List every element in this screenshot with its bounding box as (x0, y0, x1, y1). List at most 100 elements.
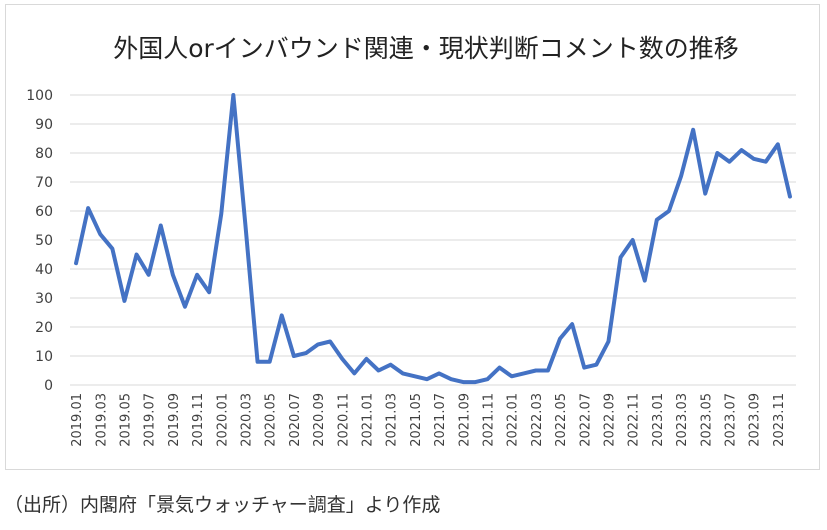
x-tick-label: 2021.11 (481, 393, 496, 447)
y-tick-label: 70 (35, 175, 53, 191)
x-tick-label: 2021.05 (409, 393, 424, 447)
y-tick-label: 10 (35, 349, 53, 365)
data-point (135, 253, 139, 256)
y-tick-label: 90 (35, 117, 53, 133)
data-point (679, 174, 683, 178)
data-point (159, 224, 163, 227)
data-point (316, 342, 320, 346)
y-tick-label: 100 (26, 88, 53, 104)
data-point (498, 366, 502, 370)
x-tick-label: 2020.01 (215, 393, 230, 447)
data-point (183, 305, 187, 309)
y-tick-label: 60 (35, 204, 53, 220)
data-point (377, 369, 381, 372)
data-point (534, 369, 538, 372)
y-axis-tick-labels: 0 10 20 30 40 50 60 70 80 90 100 (26, 88, 53, 394)
data-point (389, 363, 393, 367)
line-chart: 外国人orインバウンド関連・現状判断コメント数の推移 0 10 20 30 40 50 60… (26, 34, 796, 447)
x-tick-label: 2021.09 (457, 393, 472, 447)
data-point (171, 273, 175, 277)
data-point (667, 209, 671, 213)
data-point (655, 218, 659, 222)
x-tick-label: 2022.03 (530, 393, 545, 447)
x-tick-label: 2021.01 (360, 393, 375, 447)
data-point (401, 371, 405, 375)
data-point (715, 151, 719, 155)
x-tick-label: 2022.05 (554, 393, 569, 447)
y-tick-label: 50 (35, 233, 53, 249)
x-tick-label: 2022.09 (602, 393, 617, 447)
data-point (606, 340, 610, 343)
data-point (449, 377, 453, 381)
data-point (546, 369, 550, 372)
x-tick-label: 2019.11 (191, 393, 206, 447)
data-point (461, 380, 465, 384)
data-point (691, 128, 695, 132)
data-point (86, 206, 90, 210)
data-point (292, 354, 296, 358)
data-point (147, 273, 151, 277)
data-point (752, 157, 756, 161)
x-axis-tick-labels: 2019.01 2019.03 2019.05 2019.07 2019.09 2019.… (70, 393, 787, 447)
x-tick-label: 2021.03 (385, 393, 400, 447)
data-point (364, 357, 368, 361)
data-point (570, 322, 574, 326)
data-point (110, 247, 114, 251)
chart-title: 外国人orインバウンド関連・現状判断コメント数の推移 (113, 34, 739, 63)
x-tick-label: 2023.09 (748, 393, 763, 447)
data-point (98, 232, 102, 236)
data-point (207, 290, 211, 294)
x-tick-label: 2023.11 (772, 393, 787, 447)
chart-frame: 外国人orインバウンド関連・現状判断コメント数の推移 0 10 20 30 40 50 60… (5, 4, 820, 470)
y-tick-label: 30 (35, 291, 53, 307)
x-tick-label: 2022.11 (627, 393, 642, 447)
data-point (280, 313, 284, 317)
x-tick-label: 2020.09 (312, 393, 327, 447)
x-tick-label: 2023.05 (699, 393, 714, 447)
x-tick-label: 2019.03 (94, 393, 109, 447)
data-point (485, 377, 489, 381)
data-point (619, 255, 623, 259)
data-point (413, 374, 417, 378)
data-point (558, 337, 562, 341)
data-point (74, 261, 78, 265)
data-point (231, 93, 235, 97)
series-line (74, 93, 792, 385)
data-point (740, 148, 744, 152)
data-point (256, 360, 260, 364)
y-tick-label: 0 (44, 378, 53, 394)
x-tick-label: 2019.07 (143, 393, 158, 447)
data-point (727, 160, 731, 164)
x-tick-label: 2020.11 (336, 393, 351, 447)
data-point (352, 371, 356, 375)
data-point (788, 195, 792, 198)
x-tick-label: 2019.01 (70, 393, 85, 447)
series-layer (74, 93, 792, 385)
data-point (340, 357, 344, 361)
data-point (219, 212, 223, 216)
data-point (304, 351, 308, 355)
x-tick-label: 2021.07 (433, 393, 448, 447)
x-tick-label: 2023.01 (651, 393, 666, 447)
x-tick-label: 2023.03 (675, 393, 690, 447)
data-point (437, 371, 441, 375)
x-tick-label: 2020.03 (239, 393, 254, 447)
data-point (582, 366, 586, 370)
data-point (703, 192, 707, 196)
x-tick-label: 2020.05 (264, 393, 279, 447)
data-point (473, 380, 477, 384)
y-tick-label: 80 (35, 146, 53, 162)
gridlines (70, 94, 796, 386)
data-point (522, 371, 526, 375)
x-tick-label: 2020.07 (288, 393, 303, 447)
data-point (122, 299, 126, 303)
data-point (425, 377, 429, 381)
data-point (268, 360, 272, 364)
data-point (776, 142, 780, 146)
data-point (328, 340, 332, 343)
source-note: （出所）内閣府「景気ウォッチャー調査」より作成 (4, 494, 441, 516)
data-point (631, 238, 635, 242)
data-point (643, 279, 647, 283)
data-point (243, 224, 247, 227)
x-tick-label: 2023.07 (723, 393, 738, 447)
